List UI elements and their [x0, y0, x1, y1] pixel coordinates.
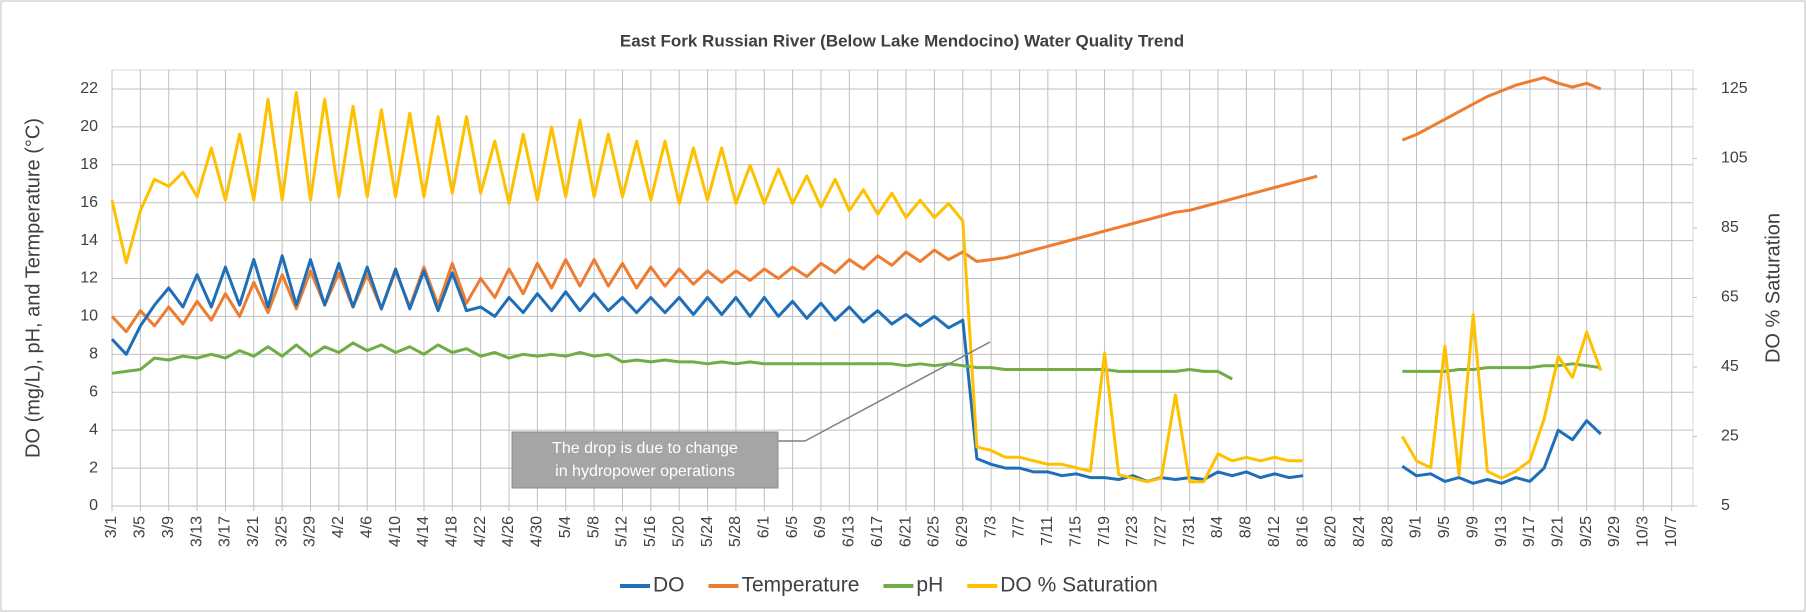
x-tick-label: 7/23 — [1124, 516, 1141, 547]
legend-label: DO % Saturation — [1000, 574, 1158, 597]
x-tick-label: 3/21 — [245, 516, 262, 547]
annotation: The drop is due to change in hydropower … — [511, 341, 991, 489]
x-tick-label: 3/1 — [103, 516, 120, 538]
y2-tick-label: 65 — [1721, 289, 1739, 306]
x-tick-label: 8/12 — [1266, 516, 1283, 547]
x-tick-label: 6/21 — [897, 516, 914, 547]
y-tick-label: 20 — [80, 118, 98, 135]
x-tick-label: 8/8 — [1238, 516, 1255, 538]
x-tick-label: 8/24 — [1351, 516, 1368, 547]
x-tick-label: 10/3 — [1635, 516, 1652, 547]
x-tick-label: 7/11 — [1039, 516, 1056, 546]
x-tick-label: 9/21 — [1550, 516, 1567, 547]
x-tick-label: 7/15 — [1067, 516, 1084, 547]
x-tick-label: 8/16 — [1294, 516, 1311, 547]
y2-tick-label: 105 — [1721, 150, 1748, 167]
y2-axis-title: DO % Saturation — [1762, 213, 1784, 363]
y-tick-label: 12 — [80, 270, 98, 287]
x-tick-label: 5/24 — [699, 516, 716, 547]
x-tick-label: 6/17 — [869, 516, 886, 547]
x-tick-label: 6/5 — [784, 516, 801, 538]
x-tick-label: 3/25 — [273, 516, 290, 547]
x-tick-label: 9/17 — [1521, 516, 1538, 547]
y2-tick-label: 25 — [1721, 428, 1739, 445]
series-line — [110, 76, 1602, 334]
x-tick-label: 7/31 — [1181, 516, 1198, 547]
y-tick-label: 10 — [80, 308, 98, 325]
x-tick-label: 4/18 — [444, 516, 461, 547]
x-tick-label: 6/9 — [812, 516, 829, 538]
x-tick-label: 5/12 — [614, 516, 631, 547]
x-tick-label: 4/2 — [330, 516, 347, 538]
x-tick-label: 8/4 — [1209, 516, 1226, 538]
annotation-pointer — [804, 341, 991, 442]
series-line — [110, 90, 1603, 484]
y-tick-label: 6 — [89, 383, 98, 400]
annotation-text: The drop is due to change — [552, 440, 738, 457]
annotation-text: in hydropower operations — [555, 463, 735, 480]
series-line — [111, 341, 1602, 381]
x-tick-label: 8/28 — [1379, 516, 1396, 547]
x-tick-label: 6/13 — [841, 516, 858, 547]
y-tick-label: 14 — [80, 232, 98, 249]
x-tick-label: 5/4 — [557, 516, 574, 538]
x-tick-label: 3/17 — [217, 516, 234, 547]
x-tick-label: 10/7 — [1663, 516, 1680, 547]
x-tick-label: 9/5 — [1436, 516, 1453, 538]
legend-label: DO — [653, 574, 685, 597]
x-tick-label: 7/27 — [1152, 516, 1169, 547]
series-lines — [110, 76, 1603, 485]
x-tick-label: 4/30 — [529, 516, 546, 547]
x-tick-label: 6/29 — [954, 516, 971, 547]
x-tick-label: 7/7 — [1011, 516, 1028, 538]
x-tick-label: 4/22 — [472, 516, 489, 547]
x-tick-label: 6/25 — [926, 516, 943, 547]
y-tick-label: 0 — [89, 497, 98, 514]
legend-label: Temperature — [742, 574, 860, 597]
x-tick-label: 7/19 — [1096, 516, 1113, 547]
x-tick-label: 4/14 — [415, 516, 432, 547]
y-axis-title: DO (mg/L), pH, and Termperature (°C) — [22, 118, 44, 458]
x-tick-label: 3/13 — [188, 516, 205, 547]
x-tick-label: 3/29 — [302, 516, 319, 547]
y2-tick-label: 5 — [1721, 497, 1730, 514]
series-line — [110, 254, 1602, 485]
grid: 0 2 4 6 8 10 12 14 16 18 20 22 5 25 45 65 85 105 125 3/1 3/5… — [80, 69, 1748, 547]
x-tick-label: 3/9 — [160, 516, 177, 538]
y-tick-label: 16 — [80, 194, 98, 211]
x-tick-label: 8/20 — [1323, 516, 1340, 547]
x-tick-label: 9/29 — [1606, 516, 1623, 547]
y2-tick-label: 45 — [1721, 358, 1739, 375]
y2-tick-label: 85 — [1721, 219, 1739, 236]
y-tick-label: 22 — [80, 80, 98, 97]
legend-label: pH — [916, 574, 943, 597]
x-tick-label: 9/25 — [1578, 516, 1595, 547]
x-tick-label: 9/13 — [1493, 516, 1510, 547]
x-tick-label: 5/16 — [642, 516, 659, 547]
legend: DO Temperature pH DO % Saturation — [620, 574, 1158, 597]
x-tick-label: 5/28 — [727, 516, 744, 547]
x-tick-label: 4/26 — [500, 516, 517, 547]
y-tick-label: 2 — [89, 459, 98, 476]
x-tick-label: 9/9 — [1464, 516, 1481, 538]
x-tick-label: 5/8 — [585, 516, 602, 538]
chart-title: East Fork Russian River (Below Lake Mend… — [620, 31, 1184, 50]
x-tick-label: 3/5 — [132, 516, 149, 538]
annotation-box — [511, 431, 779, 489]
y-tick-label: 18 — [80, 156, 98, 173]
x-tick-label: 4/6 — [358, 516, 375, 538]
x-tick-label: 6/1 — [755, 516, 772, 538]
x-tick-label: 9/1 — [1408, 516, 1425, 538]
y-tick-label: 8 — [89, 346, 98, 363]
x-tick-label: 4/10 — [387, 516, 404, 547]
x-tick-label: 7/3 — [982, 516, 999, 538]
y2-tick-label: 125 — [1721, 80, 1748, 97]
y-tick-label: 4 — [89, 421, 98, 438]
x-tick-label: 5/20 — [670, 516, 687, 547]
